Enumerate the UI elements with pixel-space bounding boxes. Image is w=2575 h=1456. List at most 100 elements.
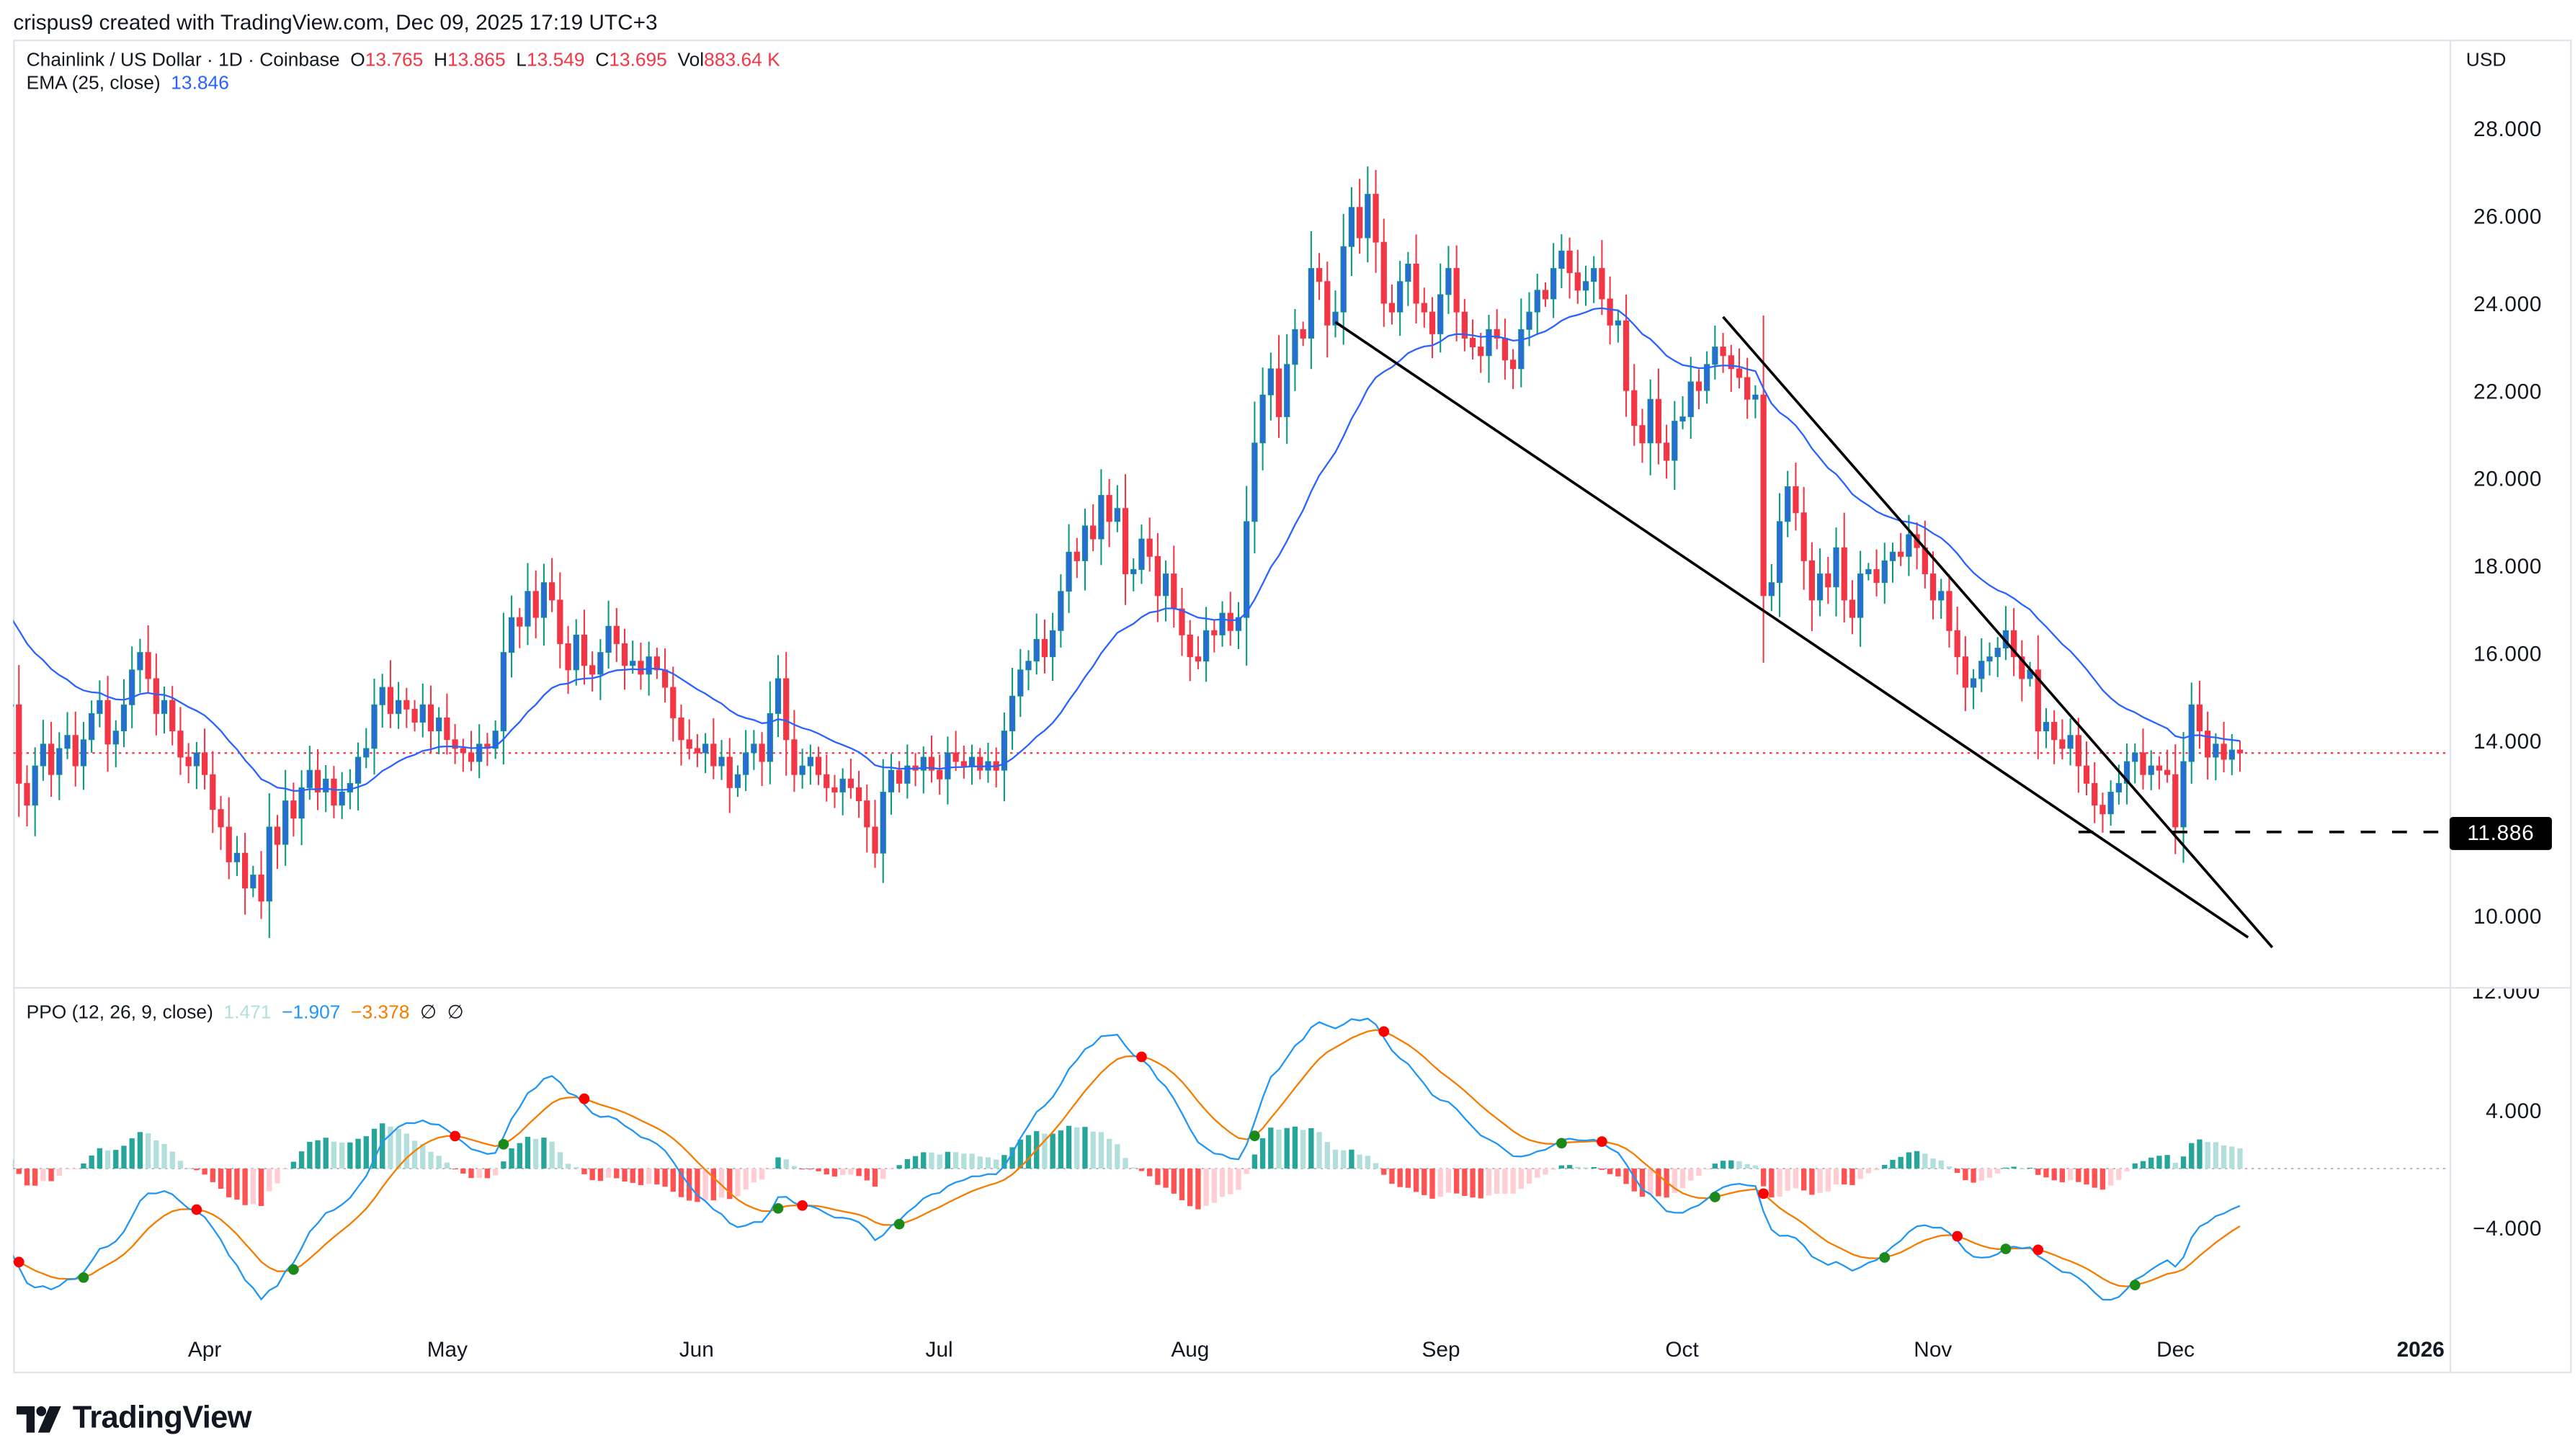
ppo-histogram-bar: [1333, 1150, 1338, 1169]
tradingview-logo[interactable]: TradingView: [17, 1401, 251, 1437]
price-tick: 26.000: [2473, 204, 2542, 228]
candle-body: [1688, 382, 1693, 416]
ppo-bullish-cross-marker: [2001, 1243, 2012, 1254]
candle-down: [1849, 580, 1855, 634]
ppo-histogram-bar: [307, 1142, 312, 1169]
price-tick: 28.000: [2473, 117, 2542, 141]
ppo-bearish-cross-marker: [192, 1205, 202, 1215]
candle-up: [1308, 231, 1313, 369]
candle-body: [1817, 574, 1822, 600]
candle-up: [1939, 579, 1944, 619]
candle-down: [2141, 728, 2146, 790]
ppo-histogram-bar: [1543, 1169, 1548, 1174]
ppo-histogram-bar: [598, 1169, 603, 1181]
candle-down: [1316, 253, 1321, 300]
ppo-histogram-bar: [24, 1169, 30, 1185]
ppo-histogram-bar: [178, 1161, 183, 1169]
candle-body: [267, 827, 272, 901]
candle-body: [347, 783, 352, 792]
ppo-histogram-bar: [1203, 1169, 1208, 1206]
candle-down: [1502, 318, 1507, 380]
ppo-bearish-cross-marker: [2032, 1244, 2043, 1255]
candle-body: [937, 770, 942, 779]
candle-up: [1704, 352, 1709, 404]
candle-body: [1834, 548, 1839, 587]
candle-down: [1147, 517, 1152, 571]
ppo-histogram-bar: [517, 1143, 522, 1169]
ppo-histogram-bar: [48, 1169, 53, 1181]
ppo-histogram-bar: [2027, 1168, 2032, 1169]
candle-body: [1575, 273, 1580, 290]
ppo-histogram-bar: [581, 1169, 586, 1174]
ppo-histogram-value: 1.471: [224, 1004, 272, 1023]
symbol-legend[interactable]: Chainlink / US Dollar · 1D · Coinbase O1…: [27, 51, 780, 71]
candle-up: [1236, 602, 1241, 649]
ppo-histogram-bar: [816, 1169, 821, 1171]
candle-body: [1034, 639, 1039, 661]
ppo-histogram-bar: [468, 1169, 473, 1178]
candle-up: [1268, 352, 1273, 420]
candle-body: [1527, 312, 1532, 329]
candle-body: [1592, 269, 1597, 282]
candle-body: [234, 853, 239, 862]
candle-body: [1308, 269, 1313, 339]
candle-body: [1769, 583, 1774, 596]
candle-body: [1535, 290, 1540, 312]
candle-body: [969, 757, 974, 766]
candle-up: [1009, 668, 1014, 750]
candle-body: [784, 679, 789, 740]
candle-body: [896, 770, 901, 783]
candle-body: [161, 700, 166, 713]
candle-body: [2116, 783, 2121, 792]
candle-down: [2076, 718, 2081, 792]
candle-up: [945, 736, 950, 804]
ppo-histogram-bar: [1640, 1169, 1645, 1197]
ppo-histogram-bar: [404, 1134, 409, 1169]
candle-body: [1809, 560, 1814, 600]
candle-down: [1745, 358, 1750, 419]
ppo-histogram-bar: [485, 1169, 490, 1178]
candle-up: [2124, 743, 2129, 805]
chart-canvas[interactable]: [13, 40, 2450, 1373]
candle-body: [113, 731, 118, 744]
low-value: 13.549: [527, 51, 585, 71]
candle-body: [1429, 312, 1434, 334]
ppo-histogram-bar: [1422, 1169, 1427, 1195]
candle-up: [1890, 542, 1895, 583]
ppo-histogram-bar: [994, 1160, 999, 1169]
ppo-histogram-bar: [2141, 1161, 2146, 1169]
candle-up: [1486, 315, 1491, 383]
ppo-histogram-bar: [921, 1152, 926, 1169]
candle-up: [1817, 548, 1822, 616]
candle-body: [549, 583, 554, 600]
ppo-label: PPO (12, 26, 9, close): [27, 1004, 213, 1023]
ppo-histogram-bar: [2189, 1143, 2194, 1169]
candle-body: [759, 744, 764, 762]
candle-body: [170, 700, 175, 731]
ppo-tick: 4.000: [2486, 1099, 2542, 1123]
ppo-histogram-bar: [1550, 1169, 1556, 1170]
candle-down: [533, 571, 538, 638]
candle-down: [558, 572, 563, 668]
candle-body: [65, 736, 70, 749]
ppo-histogram-bar: [259, 1169, 264, 1206]
candle-body: [2043, 723, 2048, 731]
ema-legend[interactable]: EMA (25, close) 13.846: [27, 74, 229, 94]
time-tick: Aug: [1171, 1337, 1209, 1362]
ppo-legend[interactable]: PPO (12, 26, 9, close) 1.471 −1.907 −3.3…: [27, 1000, 464, 1023]
currency-label[interactable]: USD: [2466, 51, 2507, 71]
ppo-histogram-bar: [792, 1166, 797, 1169]
candle-body: [517, 617, 522, 626]
ppo-histogram-bar: [662, 1169, 667, 1187]
ppo-value: −1.907: [282, 1004, 340, 1023]
ppo-bearish-cross-marker: [1136, 1052, 1147, 1063]
ppo-histogram-bar: [873, 1169, 878, 1187]
time-tick: Jul: [926, 1337, 953, 1362]
time-tick: Jun: [679, 1337, 714, 1362]
candle-down: [1947, 574, 1952, 648]
candle-body: [17, 705, 22, 783]
ppo-bullish-cross-marker: [894, 1219, 905, 1230]
ppo-histogram-bar: [2076, 1169, 2081, 1182]
candle-body: [1212, 630, 1217, 635]
ppo-histogram-bar: [1947, 1166, 1952, 1169]
